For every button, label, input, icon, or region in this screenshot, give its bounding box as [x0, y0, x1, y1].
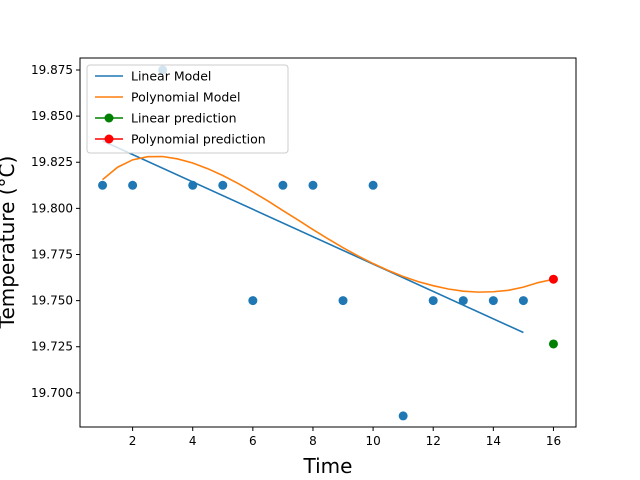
data-point — [398, 411, 408, 421]
y-tick-label: 19.825 — [31, 155, 73, 169]
x-tick-label: 4 — [189, 434, 197, 448]
data-point — [338, 296, 348, 306]
x-tick-label: 12 — [426, 434, 441, 448]
y-tick-label: 19.850 — [31, 109, 73, 123]
x-tick-label: 8 — [309, 434, 317, 448]
legend-label-polynomial-model: Polynomial Model — [131, 90, 240, 105]
linear-model-line — [102, 140, 524, 334]
legend-label-polynomial-prediction: Polynomial prediction — [131, 132, 266, 147]
legend: Linear Model Polynomial Model Linear predi… — [86, 64, 289, 154]
legend-marker-linear-prediction — [104, 113, 114, 123]
polynomial-model-line — [102, 155, 554, 293]
legend-box — [86, 64, 289, 154]
data-point — [518, 296, 528, 306]
data-point — [308, 180, 318, 190]
x-axis-label: Time — [303, 454, 353, 478]
x-tick-label: 16 — [546, 434, 561, 448]
data-point — [98, 180, 108, 190]
x-tick-label: 10 — [365, 434, 380, 448]
y-axis-label: Temperature (°C) — [0, 156, 19, 330]
data-point — [128, 180, 138, 190]
data-point — [428, 296, 438, 306]
legend-marker-polynomial-prediction — [104, 134, 114, 144]
x-tick-label: 2 — [129, 434, 137, 448]
legend-label-linear-prediction: Linear prediction — [131, 111, 237, 126]
polynomial-prediction-point — [548, 274, 558, 284]
x-tick-label: 14 — [486, 434, 501, 448]
y-tick-label: 19.750 — [31, 294, 73, 308]
y-tick-label: 19.800 — [31, 201, 73, 215]
legend-label-linear-model: Linear Model — [131, 69, 211, 84]
y-tick-label: 19.875 — [31, 63, 73, 77]
data-point — [248, 296, 258, 306]
y-tick-label: 19.700 — [31, 386, 73, 400]
y-tick-label: 19.775 — [31, 247, 73, 261]
y-tick-label: 19.725 — [31, 340, 73, 354]
plot-area-frame — [79, 57, 577, 428]
data-point — [488, 296, 498, 306]
linear-prediction-point — [548, 339, 558, 349]
data-point — [278, 180, 288, 190]
data-point — [218, 180, 228, 190]
data-point — [368, 180, 378, 190]
data-point — [458, 296, 468, 306]
x-tick-label: 6 — [249, 434, 257, 448]
